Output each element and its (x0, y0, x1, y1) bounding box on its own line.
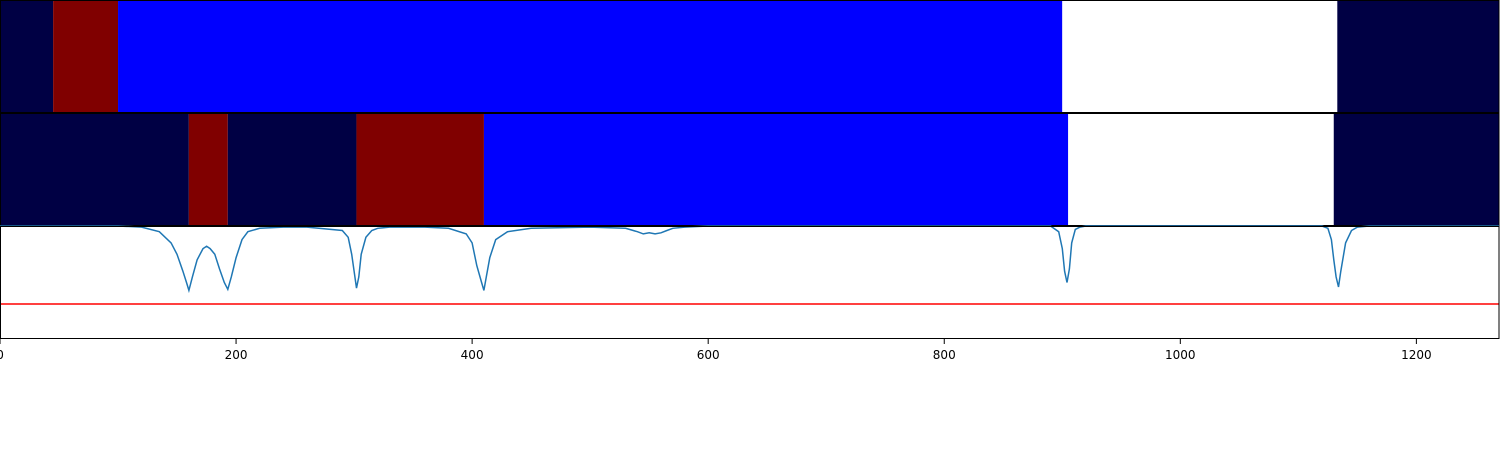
segment-1-0 (0, 0, 54, 113)
segment-2-5 (1068, 113, 1334, 226)
line-plot-panel (0, 225, 1500, 339)
line-plot-frame (0, 226, 1500, 339)
segment-2-3 (356, 113, 484, 226)
segment-2-4 (483, 113, 1069, 226)
segment-2-0 (0, 113, 189, 226)
segmentation-bar-2 (0, 113, 1500, 226)
segment-1-1 (53, 0, 119, 113)
segment-1-2 (118, 0, 1063, 113)
bar-frame-1 (0, 0, 1500, 113)
segment-1-3 (1062, 0, 1338, 113)
x-tick-label: 1000 (1165, 348, 1196, 362)
x-tick-label: 200 (225, 348, 248, 362)
segment-2-2 (227, 113, 357, 226)
segmentation-bar-1 (0, 0, 1500, 113)
signal-line (0, 225, 1499, 294)
segment-1-4 (1337, 0, 1499, 113)
x-tick-label: 1200 (1401, 348, 1432, 362)
x-tick-label: 800 (933, 348, 956, 362)
x-axis: 0 200 400 600 800 1000 1200 (0, 339, 1432, 362)
x-tick-label: 400 (461, 348, 484, 362)
x-tick-label: 0 (0, 348, 4, 362)
x-tick-label: 600 (697, 348, 720, 362)
segment-2-1 (188, 113, 228, 226)
segment-2-6 (1333, 113, 1499, 226)
